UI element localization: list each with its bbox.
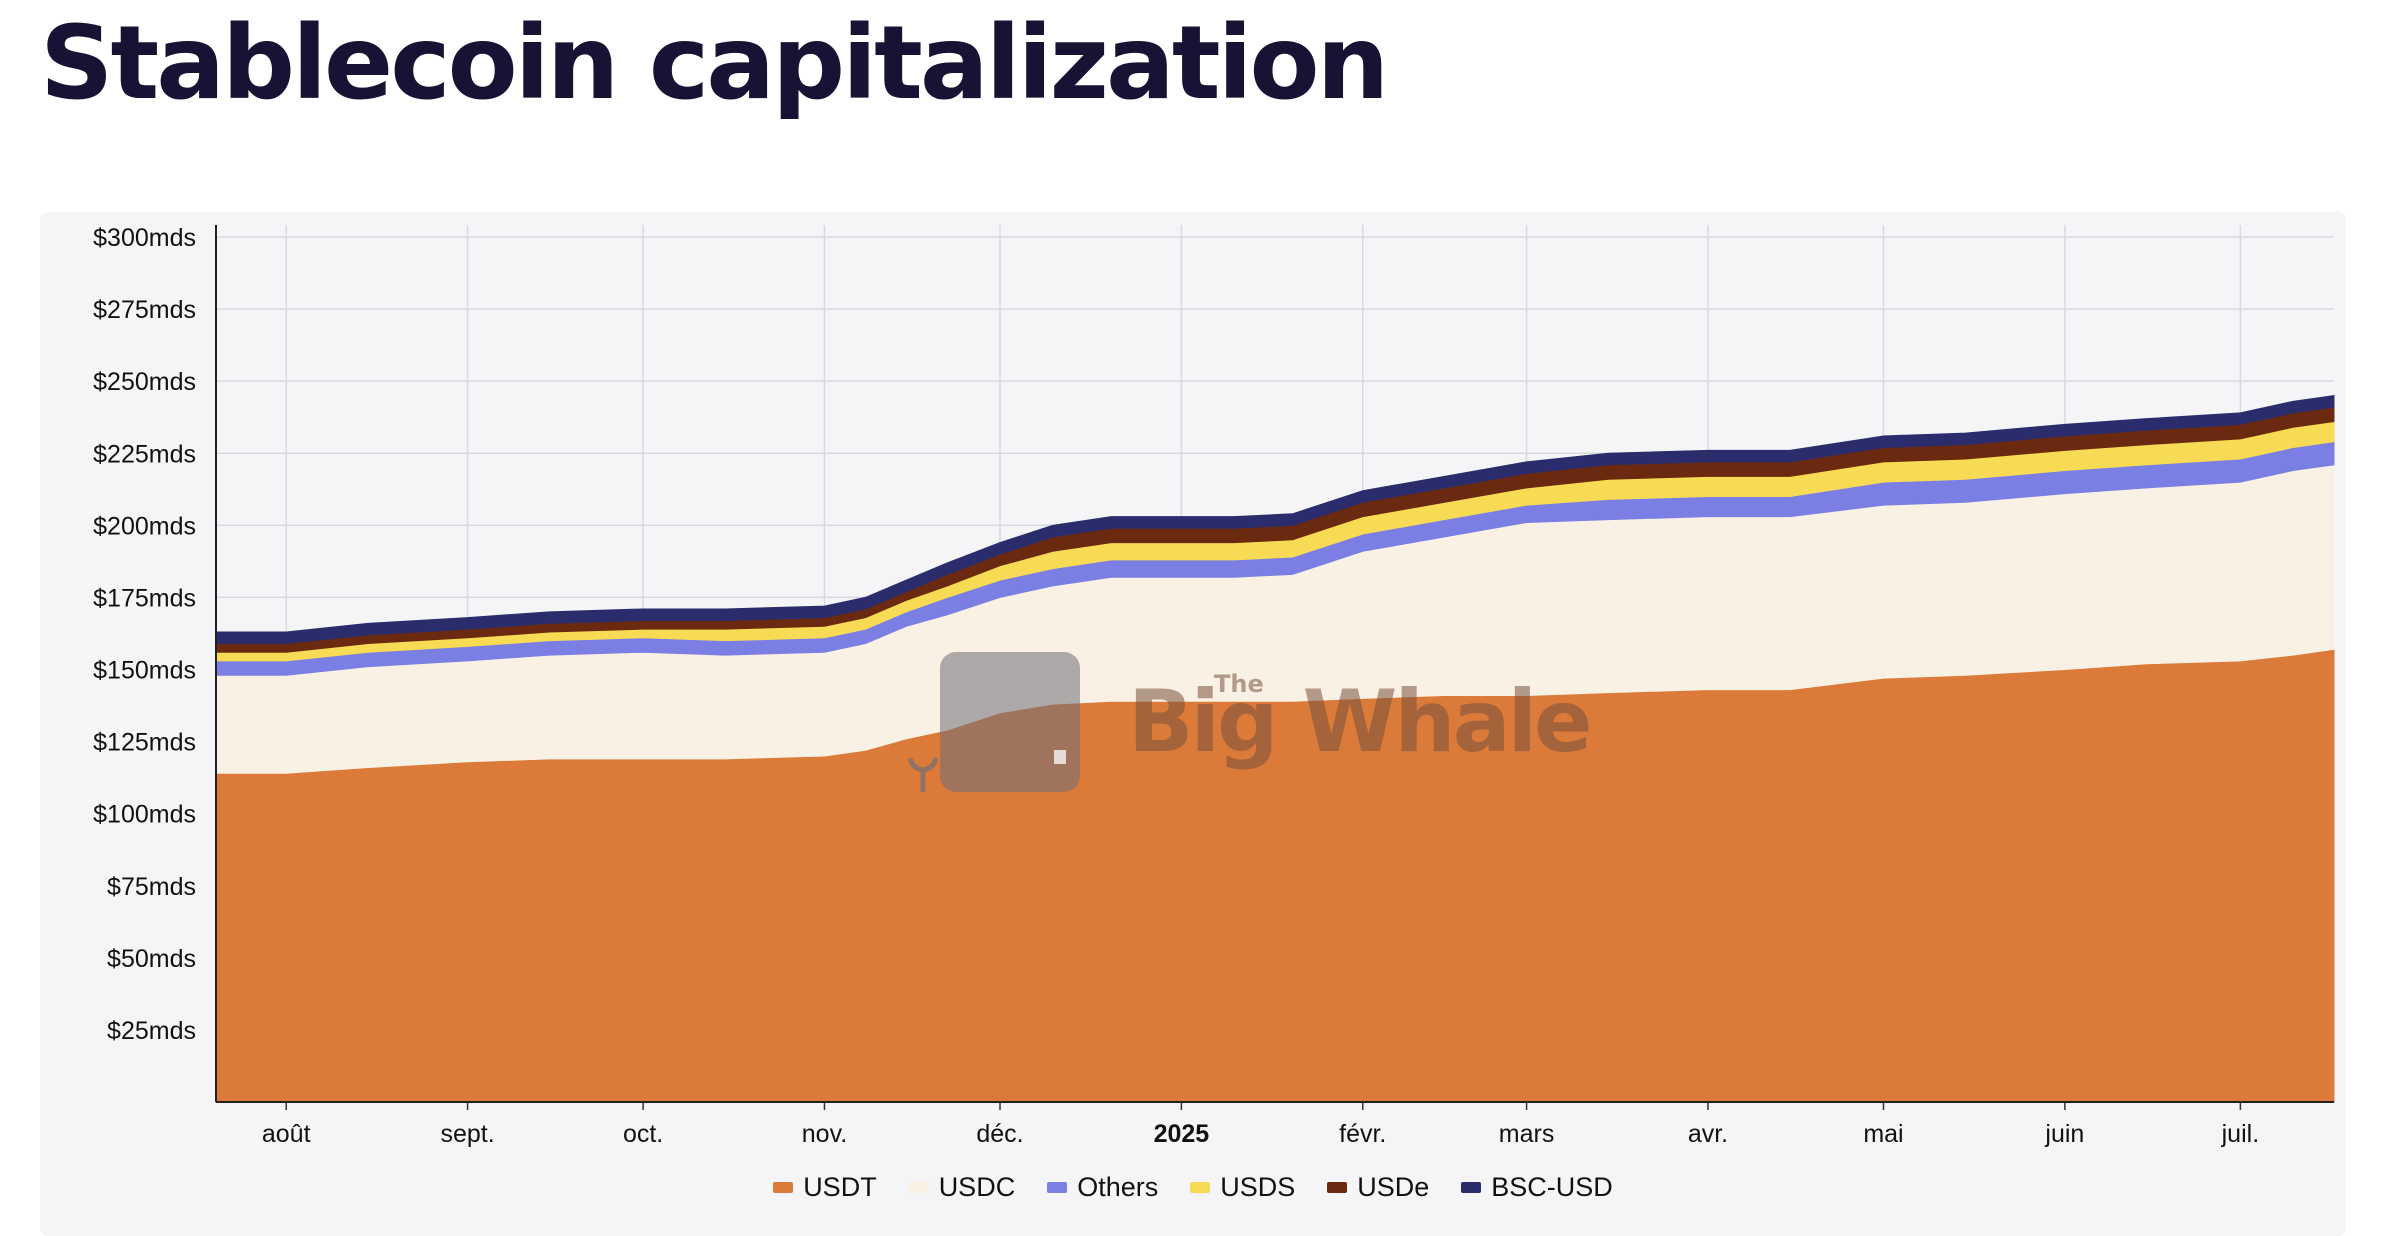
legend-swatch xyxy=(1327,1182,1348,1193)
x-tick-label: oct. xyxy=(623,1120,663,1148)
legend-swatch xyxy=(773,1182,794,1193)
chart-card: $25mds $50mds $75mds $100mds $125mds $150mds $… xyxy=(40,212,2346,1236)
x-tick-label: juin xyxy=(2044,1120,2084,1148)
stacked-area-chart: $25mds $50mds $75mds $100mds $125mds $150mds $… xyxy=(93,224,2335,1148)
legend-item-usds[interactable]: USDS xyxy=(1190,1172,1295,1203)
watermark-name: Big Whale xyxy=(1128,672,1592,772)
y-tick-label: $275mds xyxy=(93,296,196,324)
x-tick-label: 2025 xyxy=(1154,1120,1210,1148)
x-tick-label: août xyxy=(262,1120,311,1148)
legend-swatch xyxy=(908,1182,929,1193)
axes xyxy=(215,225,2334,1110)
legend-item-others[interactable]: Others xyxy=(1047,1172,1158,1203)
page-title: Stablecoin capitalization xyxy=(40,4,1389,123)
x-tick-label: nov. xyxy=(802,1120,847,1148)
y-tick-label: $100mds xyxy=(93,801,196,829)
legend-label: USDT xyxy=(803,1172,877,1202)
chart-legend: USDT USDC Others USDS USDe BSC-USD xyxy=(40,1172,2346,1203)
y-tick-label: $50mds xyxy=(107,945,196,973)
whale-logo-icon xyxy=(940,652,1080,792)
legend-label: USDS xyxy=(1220,1172,1296,1202)
y-tick-label: $150mds xyxy=(93,657,196,685)
legend-swatch xyxy=(1190,1182,1211,1193)
sprout-icon xyxy=(908,757,938,792)
x-tick-label: mai xyxy=(1863,1120,1903,1148)
x-tick-label: févr. xyxy=(1339,1120,1386,1148)
y-tick-label: $300mds xyxy=(93,224,196,252)
y-tick-label: $75mds xyxy=(107,873,196,901)
y-tick-label: $25mds xyxy=(107,1017,196,1045)
watermark-logo: The Big Whale xyxy=(908,652,1592,822)
legend-item-usdc[interactable]: USDC xyxy=(908,1172,1016,1203)
series-area-bsc-usd xyxy=(215,395,2335,645)
legend-swatch xyxy=(1461,1182,1482,1193)
series-areas xyxy=(215,395,2335,1103)
x-tick-label: mars xyxy=(1499,1120,1555,1148)
legend-label: USDe xyxy=(1357,1172,1430,1202)
y-tick-label: $225mds xyxy=(93,440,196,468)
x-tick-label: juil. xyxy=(2221,1120,2260,1148)
legend-label: Others xyxy=(1077,1172,1159,1202)
x-tick-label: sept. xyxy=(440,1120,494,1148)
x-tick-label: avr. xyxy=(1688,1120,1728,1148)
legend-label: BSC-USD xyxy=(1491,1172,1613,1202)
legend-item-usde[interactable]: USDe xyxy=(1327,1172,1429,1203)
y-tick-label: $200mds xyxy=(93,512,196,540)
y-tick-label: $250mds xyxy=(93,368,196,396)
legend-item-bsc-usd[interactable]: BSC-USD xyxy=(1461,1172,1613,1203)
y-tick-label: $125mds xyxy=(93,729,196,757)
legend-swatch xyxy=(1047,1182,1068,1193)
tick-labels: $25mds $50mds $75mds $100mds $125mds $150mds $… xyxy=(93,224,2259,1148)
y-tick-label: $175mds xyxy=(93,584,196,612)
x-tick-label: déc. xyxy=(976,1120,1023,1148)
watermark-the: The xyxy=(1214,670,1264,698)
legend-item-usdt[interactable]: USDT xyxy=(773,1172,877,1203)
legend-label: USDC xyxy=(938,1172,1016,1202)
